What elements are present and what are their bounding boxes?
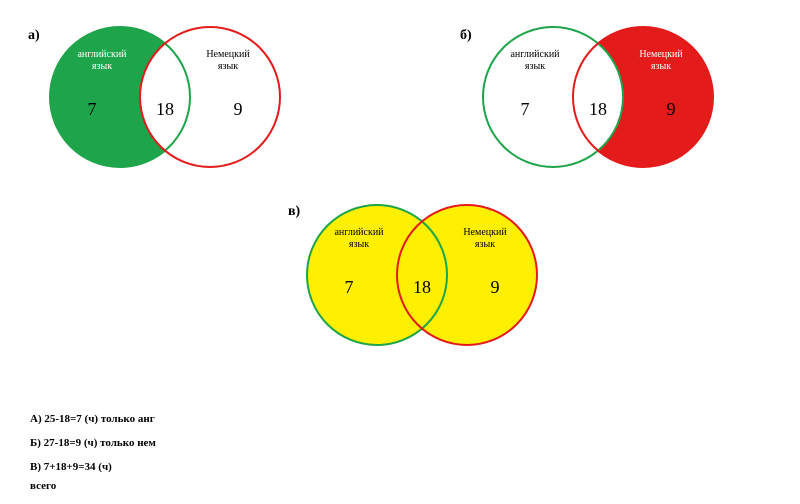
svg-text:7: 7 (345, 277, 354, 297)
panel-a-label: а) (28, 28, 40, 44)
svg-text:язык: язык (525, 61, 545, 72)
calc-line-a: А) 25-18=7 (ч) только анг (30, 410, 156, 430)
svg-text:9: 9 (667, 99, 676, 119)
svg-text:9: 9 (234, 99, 243, 119)
svg-text:18: 18 (413, 277, 431, 297)
svg-text:язык: язык (475, 239, 495, 250)
calc-line-b: Б) 27-18=9 (ч) только нем (30, 434, 156, 454)
svg-text:Немецкий: Немецкий (639, 49, 683, 60)
svg-text:7: 7 (521, 99, 530, 119)
svg-text:Немецкий: Немецкий (206, 49, 250, 60)
svg-text:английский: английский (77, 49, 127, 60)
svg-text:английский: английский (510, 49, 560, 60)
venn-b: английскийязыкНемецкийязык7189 (478, 12, 718, 172)
calc-line-c2: всего (30, 477, 156, 497)
svg-text:Немецкий: Немецкий (463, 227, 507, 238)
svg-text:язык: язык (218, 61, 238, 72)
svg-text:английский: английский (334, 227, 384, 238)
calc-line-c1: В) 7+18+9=34 (ч) (30, 458, 156, 478)
venn-a: английскийязыкНемецкийязык7189 (45, 12, 285, 172)
svg-text:7: 7 (88, 99, 97, 119)
svg-text:18: 18 (156, 99, 174, 119)
svg-text:язык: язык (651, 61, 671, 72)
svg-text:язык: язык (92, 61, 112, 72)
svg-text:язык: язык (349, 239, 369, 250)
svg-text:9: 9 (491, 277, 500, 297)
calculation-block: А) 25-18=7 (ч) только анг Б) 27-18=9 (ч)… (30, 410, 156, 501)
venn-c: английскийязыкНемецкийязык7189 (302, 190, 542, 350)
panel-b-label: б) (460, 28, 472, 44)
svg-text:18: 18 (589, 99, 607, 119)
panel-c-label: в) (288, 204, 300, 220)
